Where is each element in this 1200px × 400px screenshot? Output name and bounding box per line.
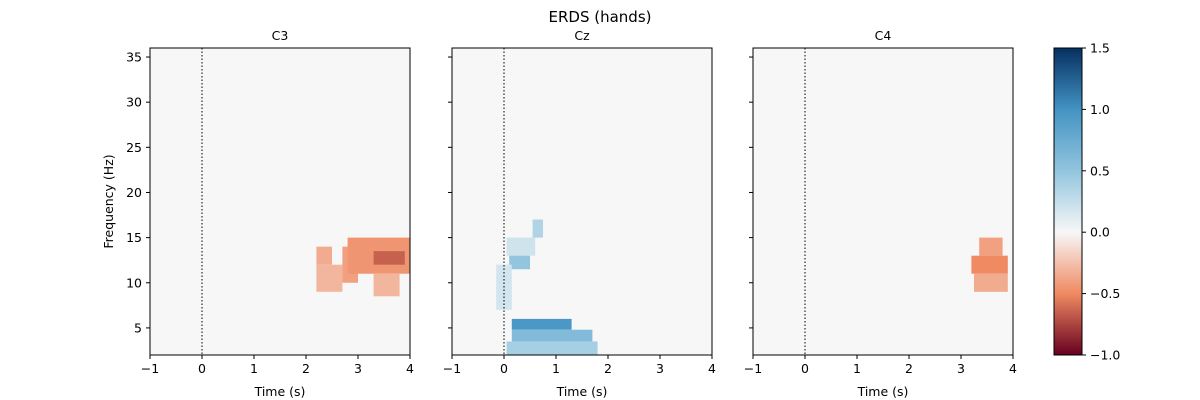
x-tick-label: 4	[406, 361, 414, 376]
x-tick-label: 4	[708, 361, 716, 376]
erds-cluster	[979, 237, 1003, 256]
erds-cluster	[506, 237, 536, 256]
y-tick-label: 35	[126, 50, 142, 65]
erds-cluster	[511, 329, 593, 342]
colorbar: −1.0 −0.5 0.0 0.5 1.0 1.5	[1053, 41, 1120, 363]
colorbar-tick-label: −0.5	[1090, 286, 1120, 301]
plot-background	[150, 48, 410, 355]
x-tick-label: 0	[500, 361, 508, 376]
erds-cluster	[506, 341, 598, 355]
plot-background	[753, 48, 1013, 355]
panel-title: C4	[875, 28, 892, 43]
y-tick-label: 10	[126, 275, 142, 290]
erds-cluster	[316, 246, 332, 265]
x-tick-label: −1	[141, 361, 159, 376]
figure-title: ERDS (hands)	[549, 8, 652, 26]
colorbar-bar	[1053, 47, 1083, 356]
x-tick-label: 2	[905, 361, 913, 376]
plot-frame	[149, 47, 411, 356]
x-tick-label: 2	[302, 361, 310, 376]
colorbar-tick-label: 1.0	[1090, 102, 1110, 117]
erds-cluster	[509, 255, 530, 270]
erds-cluster	[971, 255, 1008, 274]
plot-background	[452, 48, 712, 355]
y-tick-label: 5	[134, 320, 142, 335]
panel-title: Cz	[574, 28, 590, 43]
erds-cluster	[532, 219, 543, 238]
x-axis-label: Time (s)	[556, 384, 608, 399]
erds-cluster	[373, 273, 400, 297]
x-tick-label: 4	[1009, 361, 1017, 376]
x-tick-label: 1	[250, 361, 258, 376]
x-tick-label: 0	[198, 361, 206, 376]
erds-cluster	[316, 264, 343, 292]
plot-frame	[752, 47, 1014, 356]
x-tick-label: 1	[853, 361, 861, 376]
x-tick-label: 3	[957, 361, 965, 376]
x-tick-label: 0	[801, 361, 809, 376]
y-axis-label: Frequency (Hz)	[101, 154, 116, 248]
panel-title: C3	[272, 28, 289, 43]
x-tick-label: −1	[744, 361, 762, 376]
panel-cz: Cz −1 0 1 2 3 4 Time (s)	[443, 28, 716, 399]
colorbar-tick-label: 0.5	[1090, 163, 1110, 178]
erds-cluster	[974, 273, 1008, 292]
erds-cluster	[511, 318, 572, 330]
x-tick-label: 3	[354, 361, 362, 376]
x-tick-label: 2	[604, 361, 612, 376]
y-tick-label: 30	[126, 95, 142, 110]
panel-c3: C3 −1 0 1 2 3 4 5 10 15 20 25 30 35 Time (s) Frequency …	[101, 28, 414, 399]
y-tick-label: 20	[126, 185, 142, 200]
x-axis-label: Time (s)	[254, 384, 306, 399]
y-tick-label: 15	[126, 230, 142, 245]
panel-c4: C4 −1 0 1 2 3 4 Time (s)	[744, 28, 1017, 399]
colorbar-ticks: −1.0 −0.5 0.0 0.5 1.0 1.5	[1082, 41, 1120, 363]
x-tick-label: −1	[443, 361, 461, 376]
y-tick-label: 25	[126, 140, 142, 155]
x-axis-label: Time (s)	[857, 384, 909, 399]
colorbar-tick-label: 0.0	[1090, 225, 1110, 240]
colorbar-tick-label: 1.5	[1090, 41, 1110, 56]
x-tick-label: 1	[552, 361, 560, 376]
colorbar-tick-label: −1.0	[1090, 348, 1120, 363]
plot-frame	[451, 47, 713, 356]
x-tick-label: 3	[656, 361, 664, 376]
erds-cluster	[373, 251, 405, 265]
